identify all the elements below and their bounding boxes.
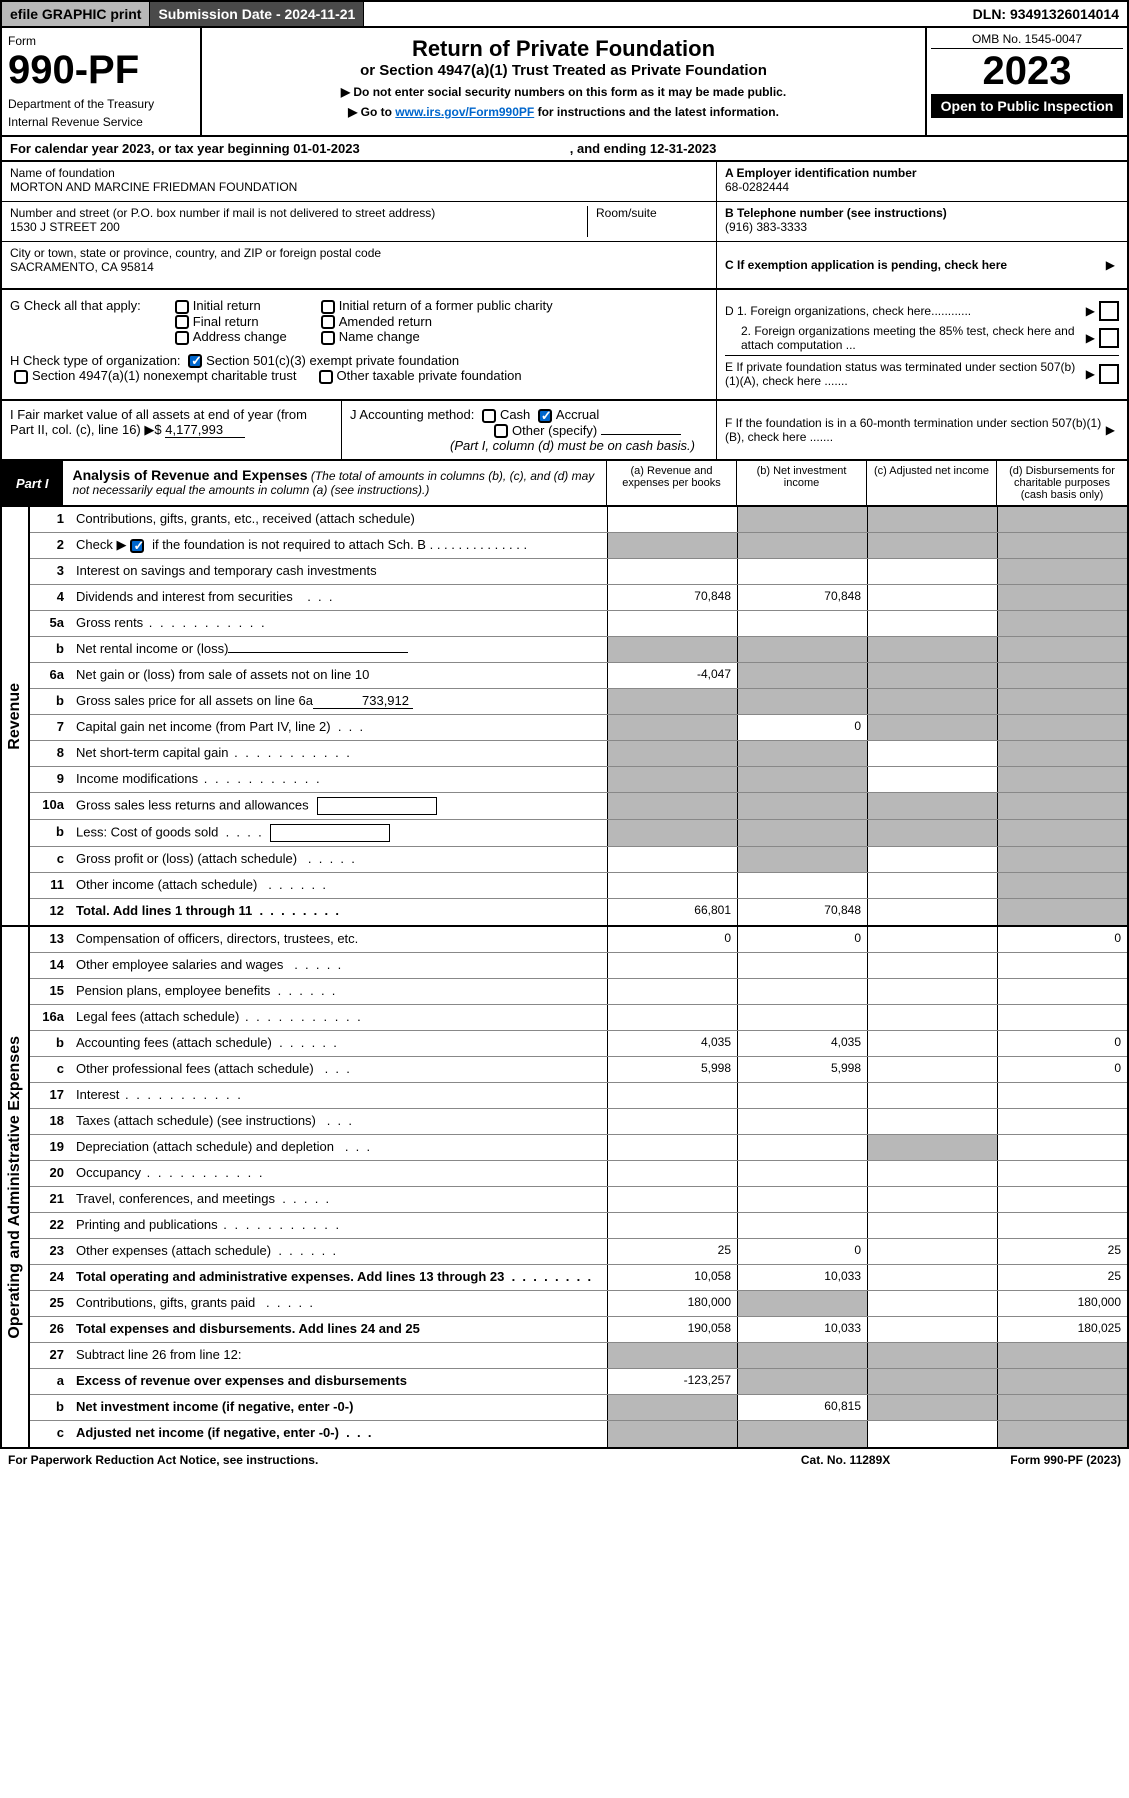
form-title: Return of Private Foundation	[210, 36, 917, 62]
dln: DLN: 93491326014014	[965, 2, 1127, 26]
address-change-checkbox[interactable]	[175, 331, 189, 345]
cat-number: Cat. No. 11289X	[801, 1453, 890, 1467]
section-i-j-f: I Fair market value of all assets at end…	[0, 401, 1129, 461]
other-method-checkbox[interactable]	[494, 424, 508, 438]
col-c-header: (c) Adjusted net income	[867, 461, 997, 505]
omb-number: OMB No. 1545-0047	[931, 32, 1123, 49]
city-state-zip: SACRAMENTO, CA 95814	[10, 260, 154, 274]
form-subtitle: or Section 4947(a)(1) Trust Treated as P…	[210, 62, 917, 79]
room-label: Room/suite	[596, 206, 708, 220]
d1-label: D 1. Foreign organizations, check here..…	[725, 304, 1082, 318]
other-taxable-checkbox[interactable]	[319, 370, 333, 384]
sch-b-checkbox[interactable]	[130, 539, 144, 553]
part1-title: Analysis of Revenue and Expenses	[73, 467, 308, 483]
ein-value: 68-0282444	[725, 180, 789, 194]
address-label: Number and street (or P.O. box number if…	[10, 206, 579, 220]
d2-label: 2. Foreign organizations meeting the 85%…	[725, 324, 1082, 352]
expenses-section-label: Operating and Administrative Expenses	[6, 1036, 24, 1339]
form-header: Form 990-PF Department of the Treasury I…	[0, 28, 1129, 137]
form990pf-link[interactable]: www.irs.gov/Form990PF	[395, 105, 534, 119]
foundation-info: Name of foundation MORTON AND MARCINE FR…	[0, 162, 1129, 290]
cash-checkbox[interactable]	[482, 409, 496, 423]
phone-value: (916) 383-3333	[725, 220, 807, 234]
submission-date: Submission Date - 2024-11-21	[150, 2, 364, 26]
col-b-header: (b) Net investment income	[737, 461, 867, 505]
section-501c3-checkbox[interactable]	[188, 354, 202, 368]
form-label: Form	[8, 34, 194, 48]
section-g-h: G Check all that apply: Initial return F…	[0, 290, 1129, 401]
topbar: efile GRAPHIC print Submission Date - 20…	[0, 0, 1129, 28]
e-checkbox[interactable]	[1099, 364, 1119, 384]
part1-label: Part I	[2, 461, 63, 505]
efile-print-button[interactable]: efile GRAPHIC print	[2, 2, 150, 26]
revenue-section-label: Revenue	[6, 683, 24, 750]
h-label: H Check type of organization:	[10, 353, 181, 368]
initial-former-checkbox[interactable]	[321, 300, 335, 314]
section-4947-checkbox[interactable]	[14, 370, 28, 384]
page-footer: For Paperwork Reduction Act Notice, see …	[0, 1449, 1129, 1471]
phone-label: B Telephone number (see instructions)	[725, 206, 1119, 220]
form-number: 990-PF	[8, 48, 194, 93]
tax-year: 2023	[931, 49, 1123, 94]
name-change-checkbox[interactable]	[321, 331, 335, 345]
d1-checkbox[interactable]	[1099, 301, 1119, 321]
address: 1530 J STREET 200	[10, 220, 120, 234]
final-return-checkbox[interactable]	[175, 315, 189, 329]
exemption-pending-label: C If exemption application is pending, c…	[725, 258, 1102, 272]
cal-begin: For calendar year 2023, or tax year begi…	[10, 141, 360, 156]
amended-return-checkbox[interactable]	[321, 315, 335, 329]
e-label: E If private foundation status was termi…	[725, 360, 1082, 388]
form-number-footer: Form 990-PF (2023)	[1010, 1453, 1121, 1467]
name-label: Name of foundation	[10, 166, 708, 180]
part1-header: Part I Analysis of Revenue and Expenses …	[0, 461, 1129, 507]
col-d-header: (d) Disbursements for charitable purpose…	[997, 461, 1127, 505]
fmv-value: 4,177,993	[165, 422, 245, 438]
irs-label: Internal Revenue Service	[8, 115, 194, 129]
city-label: City or town, state or province, country…	[10, 246, 708, 260]
open-to-public: Open to Public Inspection	[931, 94, 1123, 118]
ein-label: A Employer identification number	[725, 166, 1119, 180]
expenses-table: Operating and Administrative Expenses 13…	[0, 927, 1129, 1449]
dept-treasury: Department of the Treasury	[8, 97, 194, 111]
j-note: (Part I, column (d) must be on cash basi…	[450, 438, 695, 453]
col-a-header: (a) Revenue and expenses per books	[607, 461, 737, 505]
initial-return-checkbox[interactable]	[175, 300, 189, 314]
cal-end: , and ending 12-31-2023	[570, 141, 717, 156]
instruction-2: ▶ Go to www.irs.gov/Form990PF for instru…	[210, 105, 917, 119]
foundation-name: MORTON AND MARCINE FRIEDMAN FOUNDATION	[10, 180, 297, 194]
calendar-year-row: For calendar year 2023, or tax year begi…	[0, 137, 1129, 162]
paperwork-notice: For Paperwork Reduction Act Notice, see …	[8, 1453, 318, 1467]
f-label: F If the foundation is in a 60-month ter…	[725, 416, 1102, 444]
instruction-1: ▶ Do not enter social security numbers o…	[210, 85, 917, 99]
g-label: G Check all that apply:	[10, 298, 141, 345]
accrual-checkbox[interactable]	[538, 409, 552, 423]
d2-checkbox[interactable]	[1099, 328, 1119, 348]
j-label: J Accounting method:	[350, 407, 474, 422]
revenue-table: Revenue 1Contributions, gifts, grants, e…	[0, 507, 1129, 927]
